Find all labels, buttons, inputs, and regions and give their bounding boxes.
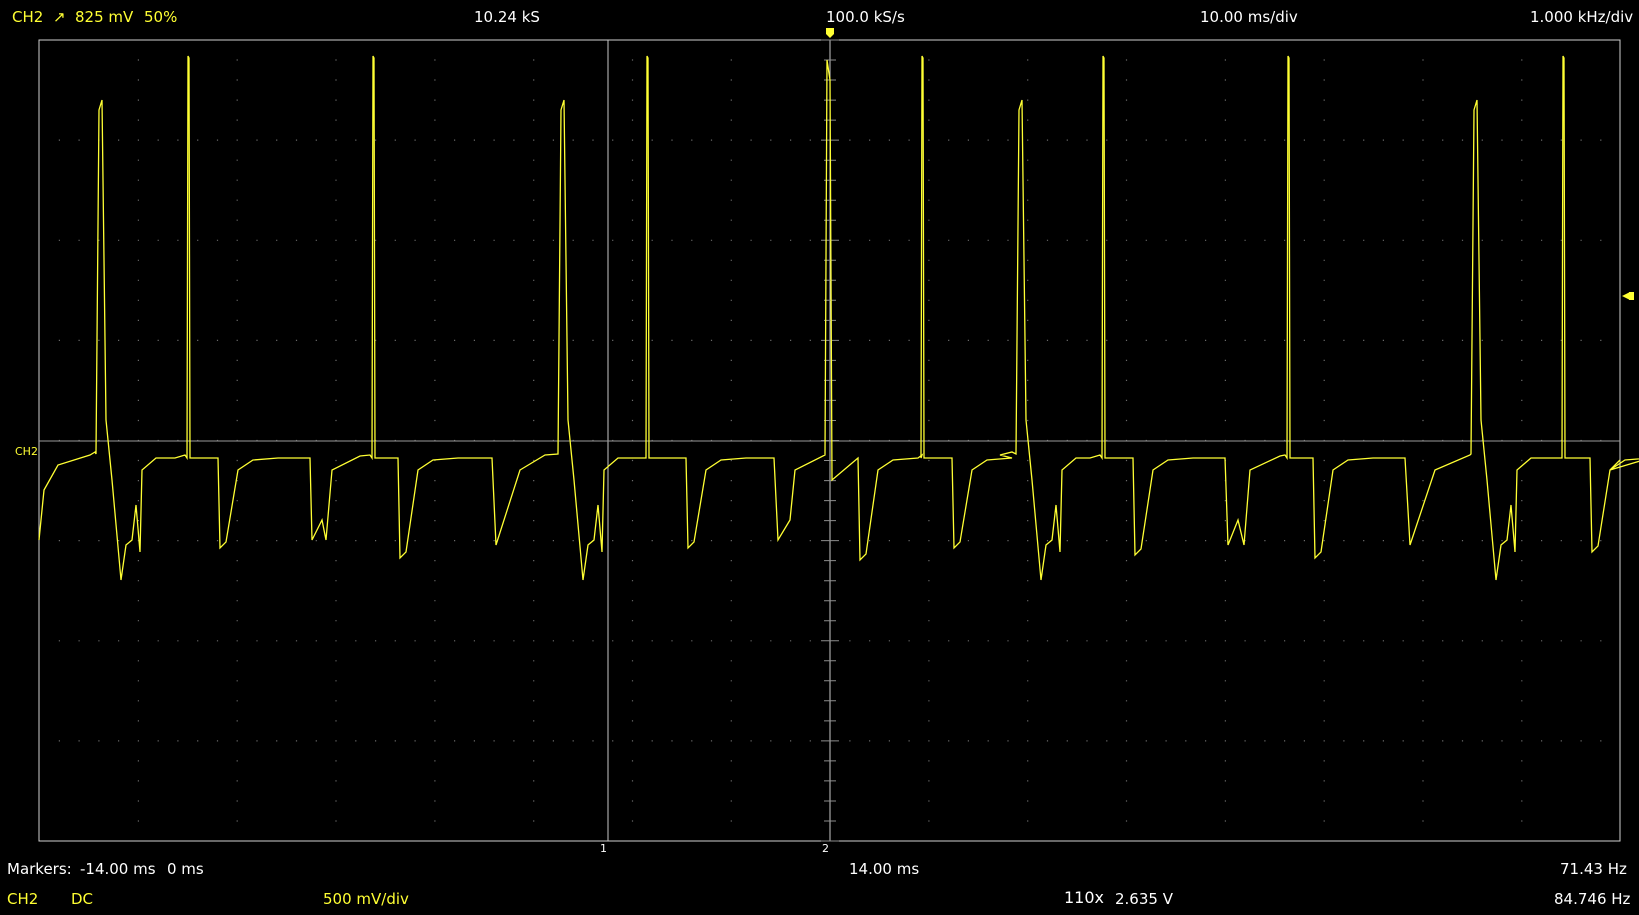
- trigger-position-icon[interactable]: [826, 28, 834, 38]
- footer-channel[interactable]: CH2: [7, 890, 39, 908]
- marker-delta: 14.00 ms: [849, 860, 920, 878]
- marker-delta-frequency: 71.43 Hz: [1560, 860, 1627, 878]
- coupling[interactable]: DC: [71, 890, 94, 908]
- marker-1-value[interactable]: -14.00 ms: [80, 860, 156, 878]
- marker-2-tag[interactable]: 2: [822, 842, 829, 855]
- sample-count[interactable]: 10.24 kS: [474, 8, 540, 26]
- timebase[interactable]: 10.00 ms/div: [1200, 8, 1298, 26]
- trigger-level[interactable]: 825 mV: [75, 8, 134, 26]
- channel-marker-label[interactable]: CH2: [15, 445, 38, 458]
- marker-2-value[interactable]: 0 ms: [167, 860, 204, 878]
- trigger-channel[interactable]: CH2: [12, 8, 44, 26]
- sample-rate[interactable]: 100.0 kS/s: [826, 8, 905, 26]
- trigger-level-icon-tail: [1629, 292, 1634, 300]
- measured-frequency: 84.746 Hz: [1554, 890, 1631, 908]
- rising-edge-arrow-icon: ↗: [53, 8, 66, 26]
- trigger-level-icon[interactable]: [1622, 292, 1630, 300]
- marker-1-tag[interactable]: 1: [600, 842, 607, 855]
- markers-label: Markers:: [7, 860, 72, 878]
- trigger-position[interactable]: 50%: [144, 8, 178, 26]
- vertical-scale[interactable]: 500 mV/div: [323, 890, 409, 908]
- probe-attenuation[interactable]: 110x: [1064, 888, 1105, 907]
- freq-scale[interactable]: 1.000 kHz/div: [1530, 8, 1634, 26]
- ch2-waveform: [38, 55, 1639, 581]
- measurement-value: 2.635 V: [1115, 890, 1173, 908]
